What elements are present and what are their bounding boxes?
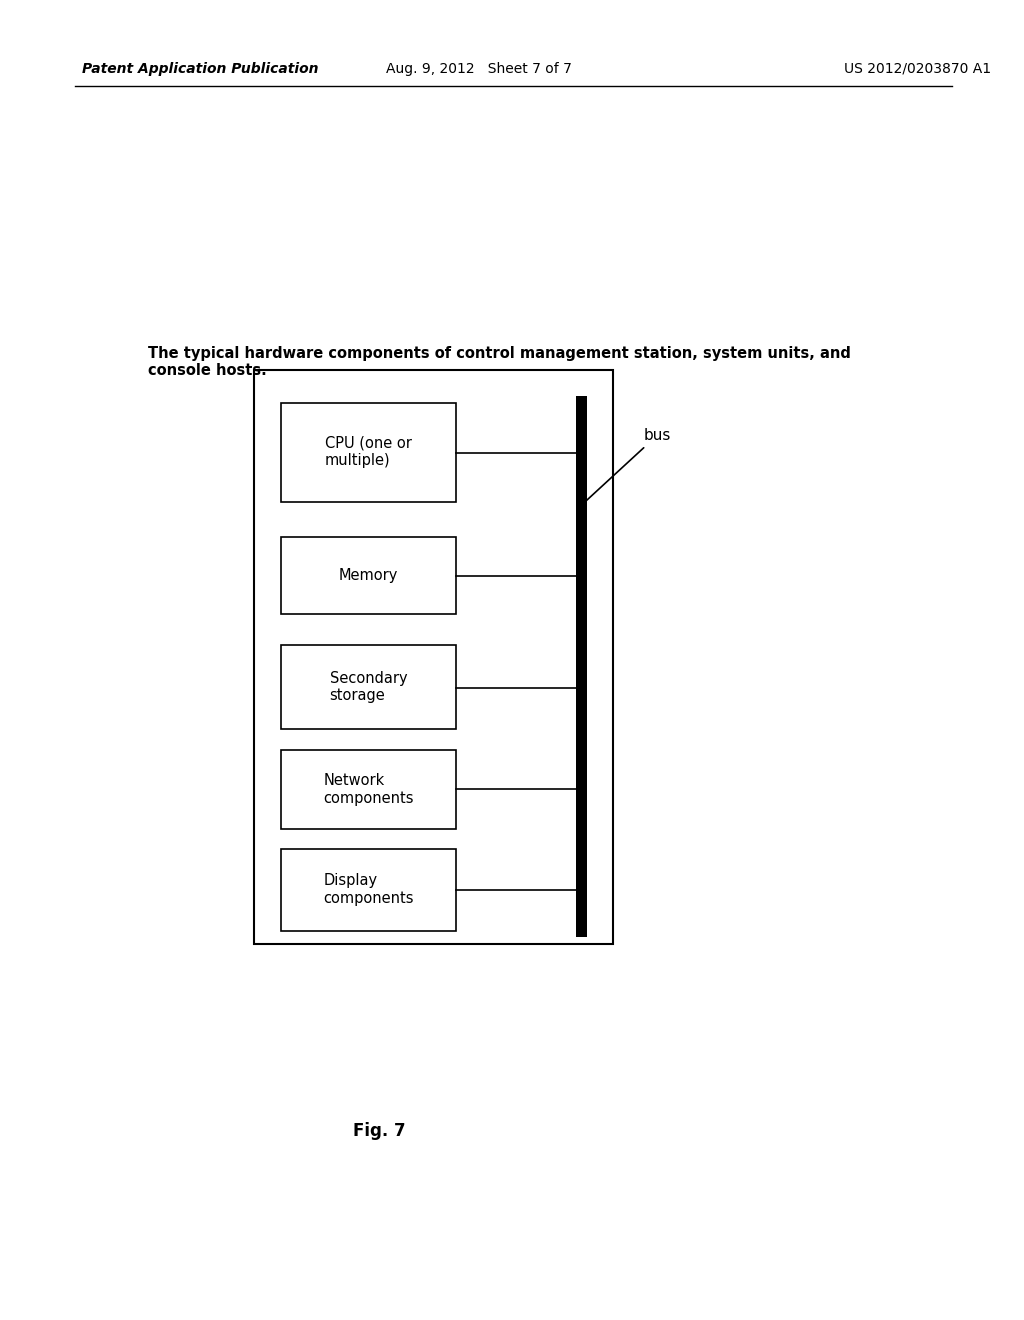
Text: CPU (one or
multiple): CPU (one or multiple) bbox=[325, 436, 412, 469]
Text: US 2012/0203870 A1: US 2012/0203870 A1 bbox=[844, 62, 991, 75]
FancyBboxPatch shape bbox=[282, 849, 456, 931]
FancyBboxPatch shape bbox=[282, 403, 456, 502]
FancyBboxPatch shape bbox=[282, 750, 456, 829]
Text: Display
components: Display components bbox=[324, 874, 414, 906]
Text: Secondary
storage: Secondary storage bbox=[330, 671, 408, 704]
Text: Aug. 9, 2012   Sheet 7 of 7: Aug. 9, 2012 Sheet 7 of 7 bbox=[386, 62, 571, 75]
FancyBboxPatch shape bbox=[282, 645, 456, 729]
Text: Fig. 7: Fig. 7 bbox=[352, 1122, 406, 1140]
Text: Memory: Memory bbox=[339, 568, 398, 583]
Text: Patent Application Publication: Patent Application Publication bbox=[82, 62, 318, 75]
Text: Network
components: Network components bbox=[324, 774, 414, 805]
Text: bus: bus bbox=[585, 428, 671, 503]
FancyBboxPatch shape bbox=[577, 396, 588, 937]
Text: The typical hardware components of control management station, system units, and: The typical hardware components of contr… bbox=[147, 346, 851, 379]
FancyBboxPatch shape bbox=[254, 370, 613, 944]
FancyBboxPatch shape bbox=[282, 537, 456, 614]
